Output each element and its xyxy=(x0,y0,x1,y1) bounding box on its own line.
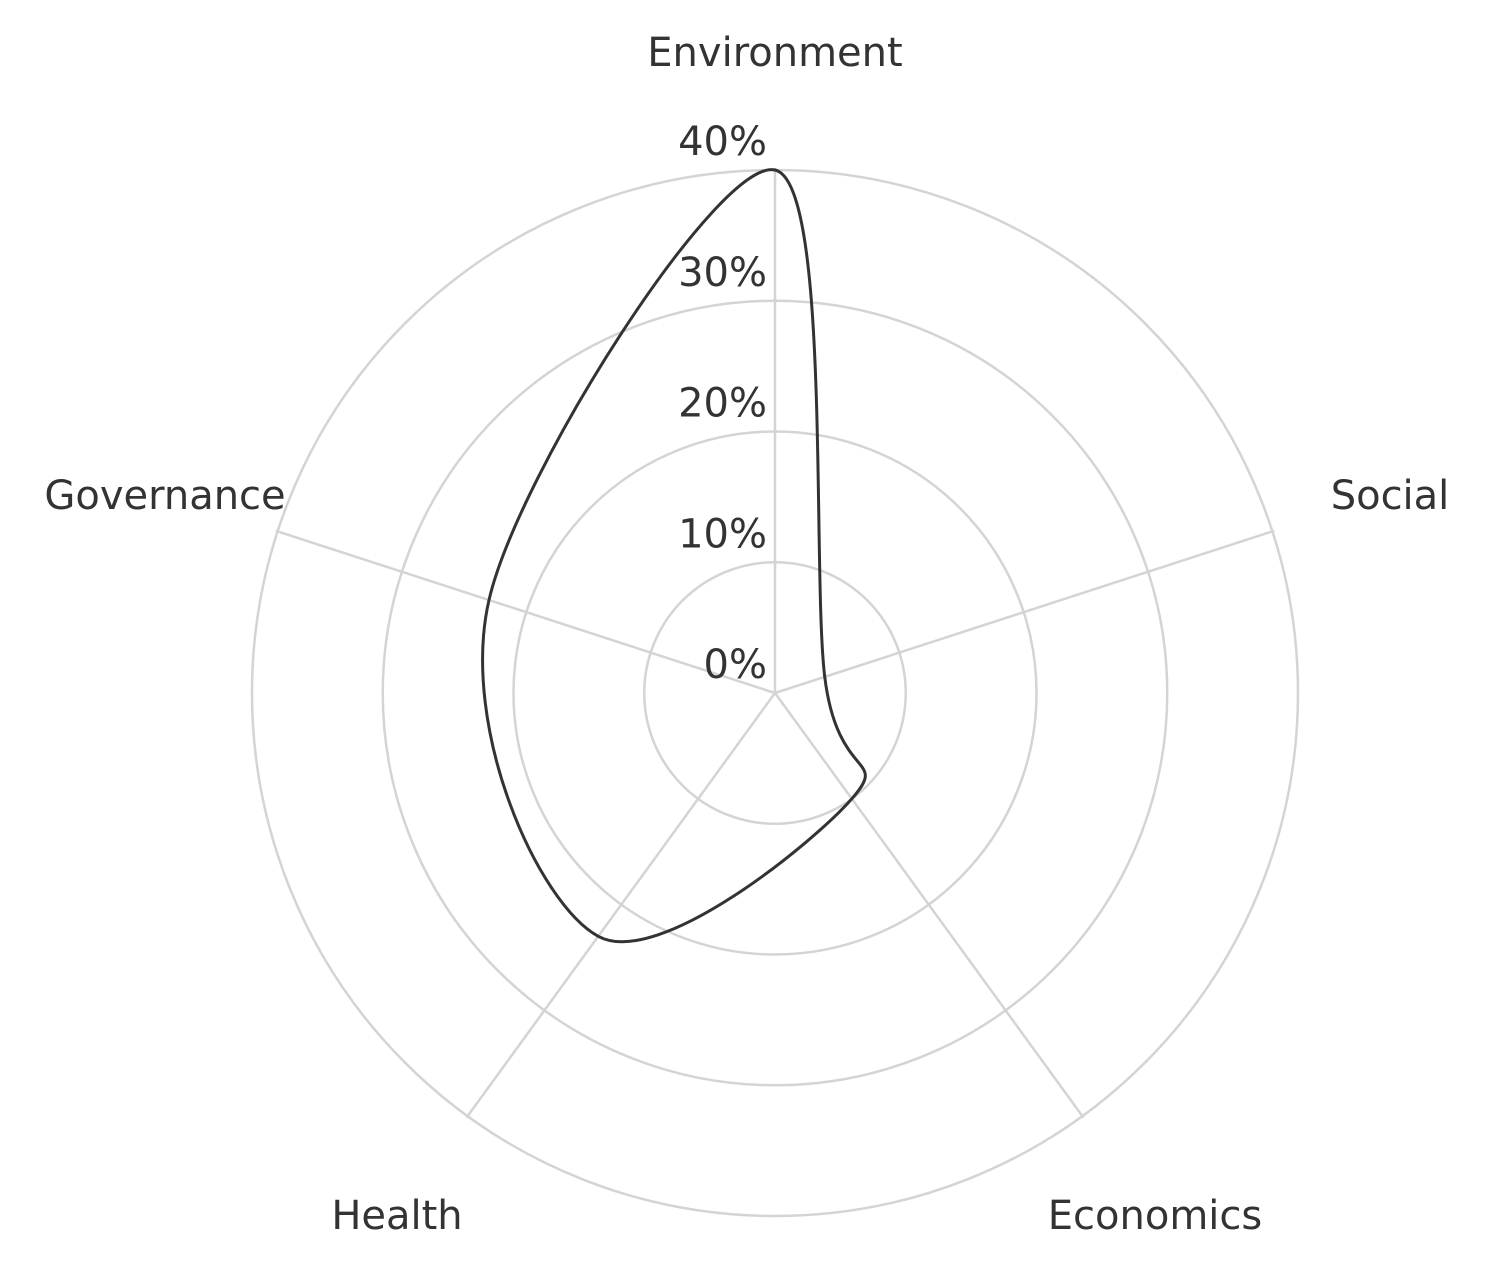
r-tick-label: 40% xyxy=(678,119,767,165)
r-tick-label: 20% xyxy=(678,381,767,427)
r-tick-label: 0% xyxy=(704,642,767,688)
r-tick-label: 10% xyxy=(678,511,767,557)
category-label: Economics xyxy=(1048,1193,1262,1239)
category-label: Social xyxy=(1331,473,1450,519)
spoke xyxy=(774,529,1275,695)
radar-line xyxy=(481,168,867,944)
spoke xyxy=(773,692,1085,1119)
category-label: Governance xyxy=(44,473,285,519)
category-label: Health xyxy=(331,1193,462,1239)
r-tick-label: 30% xyxy=(678,250,767,296)
spoke xyxy=(275,529,776,695)
spoke xyxy=(465,692,777,1119)
category-label: Environment xyxy=(647,30,902,76)
